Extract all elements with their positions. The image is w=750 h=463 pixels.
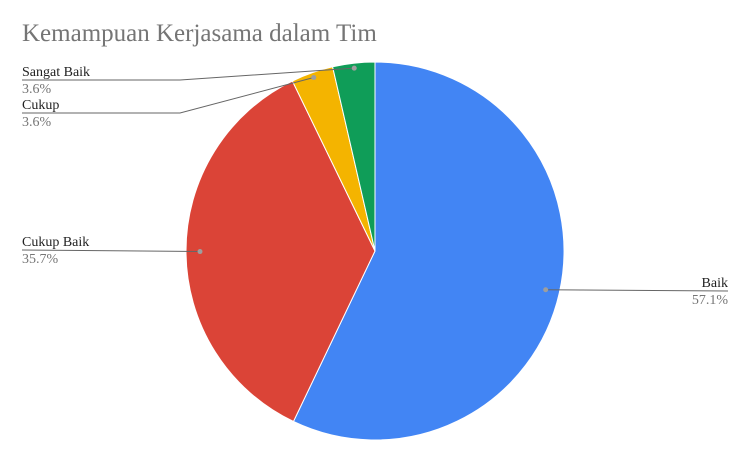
slice-percent-baik: 57.1% <box>692 293 729 308</box>
pie-slices <box>185 61 565 441</box>
slice-label-cukup-baik: Cukup Baik <box>22 235 89 250</box>
slice-percent-sangat-baik: 3.6% <box>22 82 52 97</box>
leader-dot-sangat-baik <box>351 65 357 71</box>
pie-slice-baik <box>292 61 565 441</box>
pie-slice-sangat-baik <box>332 61 376 252</box>
leader-dot-cukup-baik <box>197 249 203 255</box>
slice-label-baik: Baik <box>702 276 728 291</box>
leader-dot-baik <box>543 287 549 293</box>
slice-percent-cukup-baik: 35.7% <box>22 252 59 267</box>
leader-line-sangat-baik <box>22 67 355 81</box>
leader-line-baik <box>545 289 729 292</box>
leader-dot-cukup <box>311 74 317 80</box>
slice-label-sangat-baik: Sangat Baik <box>22 65 90 80</box>
slice-label-cukup: Cukup <box>22 98 59 113</box>
leader-line-cukup <box>22 77 314 114</box>
chart-title: Kemampuan Kerjasama dalam Tim <box>22 20 377 47</box>
leader-line-cukup-baik <box>21 249 201 253</box>
slice-percent-cukup: 3.6% <box>22 115 52 130</box>
